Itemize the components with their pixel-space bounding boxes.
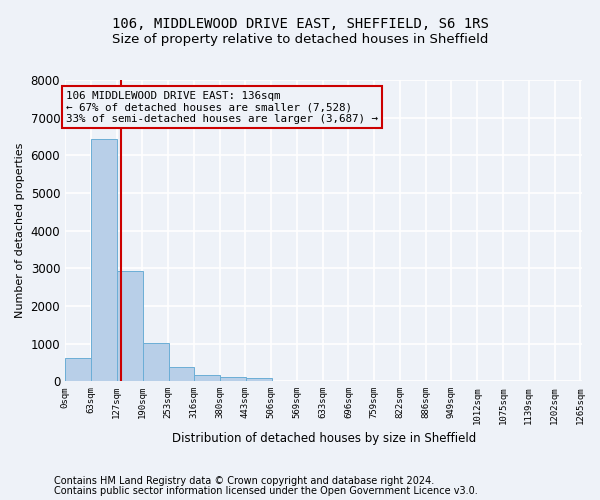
Text: 106 MIDDLEWOOD DRIVE EAST: 136sqm
← 67% of detached houses are smaller (7,528)
3: 106 MIDDLEWOOD DRIVE EAST: 136sqm ← 67% …: [66, 90, 378, 124]
Bar: [169, 367, 194, 381]
Bar: [246, 378, 272, 381]
Text: Contains HM Land Registry data © Crown copyright and database right 2024.: Contains HM Land Registry data © Crown c…: [54, 476, 434, 486]
Bar: [194, 374, 220, 381]
Bar: [117, 271, 143, 381]
Bar: [220, 376, 246, 381]
Bar: [143, 344, 169, 381]
X-axis label: Distribution of detached houses by size in Sheffield: Distribution of detached houses by size …: [172, 432, 476, 445]
Text: 106, MIDDLEWOOD DRIVE EAST, SHEFFIELD, S6 1RS: 106, MIDDLEWOOD DRIVE EAST, SHEFFIELD, S…: [112, 18, 488, 32]
Bar: [91, 139, 116, 381]
Text: Contains public sector information licensed under the Open Government Licence v3: Contains public sector information licen…: [54, 486, 478, 496]
Text: Size of property relative to detached houses in Sheffield: Size of property relative to detached ho…: [112, 32, 488, 46]
Bar: [65, 358, 91, 381]
Y-axis label: Number of detached properties: Number of detached properties: [15, 143, 25, 318]
